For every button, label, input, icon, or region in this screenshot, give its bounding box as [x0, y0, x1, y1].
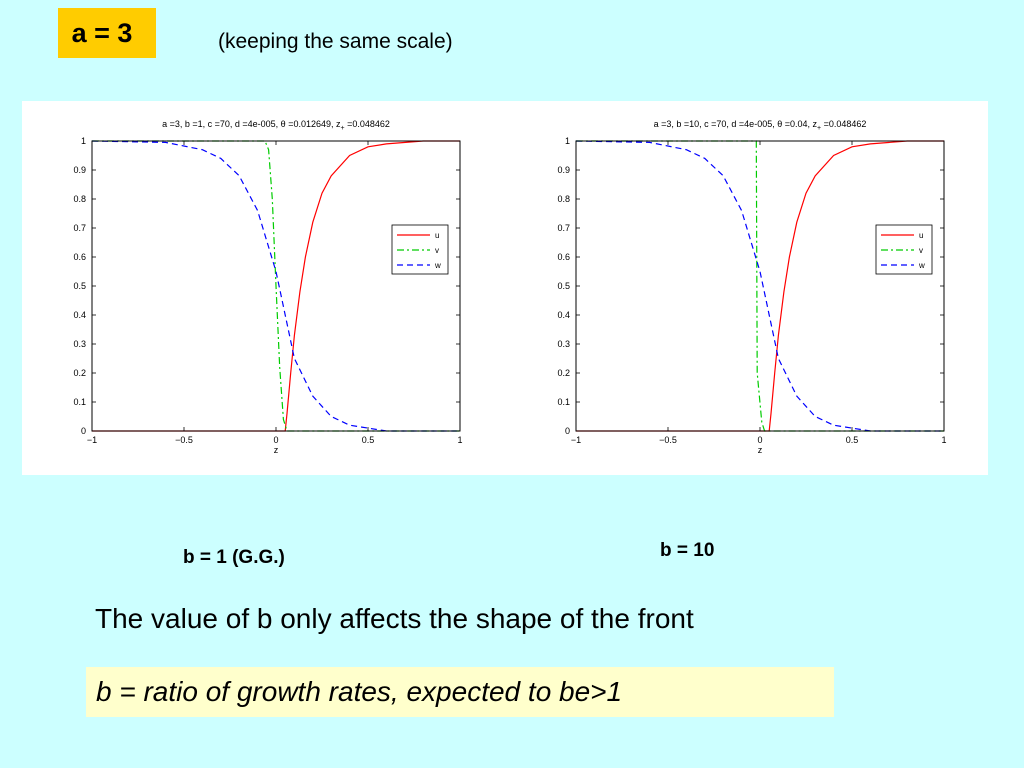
series-w-line	[91, 140, 460, 432]
legend: uvw	[875, 224, 933, 275]
x-tick-label: −1	[87, 435, 97, 445]
x-tick-label: 1	[941, 435, 946, 445]
y-tick-label: 0.9	[73, 165, 86, 175]
legend-label-u: u	[435, 231, 439, 240]
y-tick-label: 0.4	[73, 310, 86, 320]
y-tick-label: 0.2	[557, 368, 570, 378]
statement-text: The value of b only affects the shape of…	[95, 603, 694, 634]
y-tick-label: 1	[81, 136, 86, 146]
plots-svg: a =3, b =1, c =70, d =4e-005, θ =0.01264…	[73, 119, 946, 455]
chart-title: a =3, b =10, c =70, d =4e-005, θ =0.04, …	[654, 119, 867, 132]
chart-2: a =3, b =10, c =70, d =4e-005, θ =0.04, …	[557, 119, 946, 455]
y-tick-label: 0.4	[557, 310, 570, 320]
y-tick-label: 0.5	[557, 281, 570, 291]
legend-label-w: w	[434, 261, 441, 270]
legend-label-v: v	[919, 246, 923, 255]
figure-panel: a =3, b =1, c =70, d =4e-005, θ =0.01264…	[22, 101, 988, 475]
y-tick-label: 0.8	[73, 194, 86, 204]
x-tick-label: 0.5	[362, 435, 375, 445]
y-tick-label: 0.1	[557, 397, 570, 407]
y-tick-label: 1	[565, 136, 570, 146]
y-tick-label: 0.7	[73, 223, 86, 233]
series-u-line	[92, 140, 460, 432]
series-v-line	[576, 140, 944, 432]
legend-label-u: u	[919, 231, 923, 240]
legend-label-w: w	[918, 261, 925, 270]
x-tick-label: 1	[457, 435, 462, 445]
x-tick-label: 0	[757, 435, 762, 445]
y-tick-label: 0.3	[73, 339, 86, 349]
y-tick-label: 0.1	[73, 397, 86, 407]
legend-box	[391, 224, 449, 275]
x-axis-label: z	[274, 445, 279, 455]
x-axis-label: z	[758, 445, 763, 455]
y-tick-label: 0	[565, 426, 570, 436]
y-tick-label: 0	[81, 426, 86, 436]
x-tick-label: −1	[571, 435, 581, 445]
y-tick-label: 0.8	[557, 194, 570, 204]
chart-1: a =3, b =1, c =70, d =4e-005, θ =0.01264…	[73, 119, 462, 455]
caption-right: b = 10	[660, 540, 715, 561]
legend-label-v: v	[435, 246, 439, 255]
highlight-note: b = ratio of growth rates, expected to b…	[86, 667, 834, 717]
y-tick-label: 0.9	[557, 165, 570, 175]
parameter-badge: a = 3	[58, 8, 156, 58]
chart-title: a =3, b =1, c =70, d =4e-005, θ =0.01264…	[162, 119, 390, 132]
y-tick-label: 0.5	[73, 281, 86, 291]
x-tick-label: 0.5	[846, 435, 859, 445]
y-tick-label: 0.6	[557, 252, 570, 262]
x-tick-label: −0.5	[175, 435, 193, 445]
legend: uvw	[391, 224, 449, 275]
x-tick-label: 0	[273, 435, 278, 445]
axes-box	[575, 140, 945, 432]
scale-note: (keeping the same scale)	[218, 30, 453, 53]
y-tick-label: 0.2	[73, 368, 86, 378]
y-tick-label: 0.6	[73, 252, 86, 262]
y-tick-label: 0.7	[557, 223, 570, 233]
series-w-line	[575, 140, 944, 432]
x-tick-label: −0.5	[659, 435, 677, 445]
caption-left: b = 1 (G.G.)	[183, 547, 285, 568]
series-v-line	[92, 140, 460, 432]
series-u-line	[576, 140, 944, 432]
y-tick-label: 0.3	[557, 339, 570, 349]
